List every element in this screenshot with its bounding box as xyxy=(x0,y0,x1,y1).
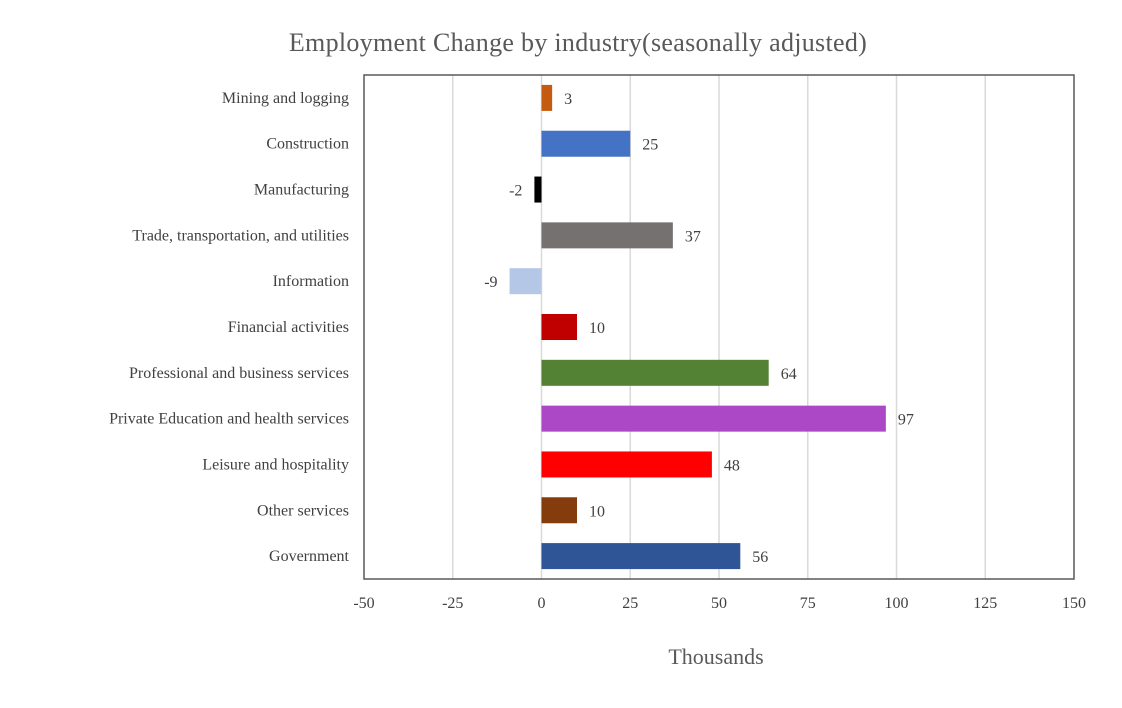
category-label: Mining and logging xyxy=(222,90,349,107)
category-label: Financial activities xyxy=(228,319,349,336)
data-label: 64 xyxy=(781,366,797,383)
x-tick-label: 25 xyxy=(622,595,638,612)
data-label: -2 xyxy=(509,183,522,200)
bar xyxy=(509,268,542,295)
x-tick-label: 0 xyxy=(538,595,546,612)
x-tick-label: 50 xyxy=(711,595,727,612)
data-label: 48 xyxy=(724,457,740,474)
plot-area-frame xyxy=(363,74,1075,580)
x-tick-labels: -50 -25 0 25 50 75 100 125 150 xyxy=(353,595,1086,612)
x-tick-label: -50 xyxy=(353,595,374,612)
category-label: Trade, transportation, and utilities xyxy=(132,227,349,244)
x-tick-label: 125 xyxy=(973,595,997,612)
data-label: 37 xyxy=(685,228,701,245)
data-label: 25 xyxy=(642,137,658,154)
x-tick-label: -25 xyxy=(442,595,463,612)
category-labels: Mining and logging Construction Manufactur… xyxy=(109,90,349,565)
x-tick-label: 75 xyxy=(800,595,816,612)
chart-title: Employment Change by industry(seasonally… xyxy=(289,28,867,57)
grid-layer xyxy=(452,75,986,579)
data-label: 10 xyxy=(589,320,605,337)
category-label: Government xyxy=(269,548,350,565)
category-label: Manufacturing xyxy=(254,182,349,199)
category-label: Information xyxy=(273,273,349,290)
bar xyxy=(541,222,673,249)
category-label: Professional and business services xyxy=(129,365,349,382)
data-label: -9 xyxy=(484,274,497,291)
value-labels: 3 25 -2 37 -9 10 64 97 48 10 56 xyxy=(484,91,914,566)
bar xyxy=(541,405,886,432)
bar xyxy=(541,130,631,157)
x-tick-label: 150 xyxy=(1062,595,1086,612)
data-label: 97 xyxy=(898,412,914,429)
bar xyxy=(541,84,553,111)
bar xyxy=(541,359,769,386)
data-label: 3 xyxy=(564,91,572,108)
x-axis-title: Thousands xyxy=(668,644,763,669)
bar xyxy=(541,451,712,478)
bar xyxy=(541,314,577,340)
category-label: Leisure and hospitality xyxy=(202,456,349,473)
category-label: Construction xyxy=(266,136,349,153)
x-tick-label: 100 xyxy=(885,595,909,612)
bar-layer xyxy=(509,84,886,570)
bar xyxy=(541,497,577,524)
data-label: 56 xyxy=(752,549,768,566)
category-label: Private Education and health services xyxy=(109,411,349,428)
bar xyxy=(541,543,741,570)
data-label: 10 xyxy=(589,503,605,520)
bar xyxy=(534,176,542,203)
category-label: Other services xyxy=(257,502,349,519)
